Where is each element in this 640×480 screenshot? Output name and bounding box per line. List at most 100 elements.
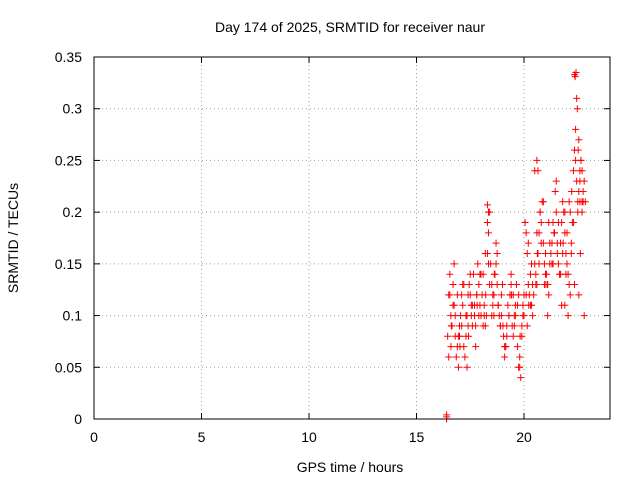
data-point	[573, 94, 581, 102]
data-point	[516, 363, 524, 371]
data-point	[456, 343, 464, 351]
data-point	[549, 260, 557, 268]
y-axis: 0 0.05 0.1 0.15 0.2 0.25 0.3 0.35	[55, 49, 610, 427]
data-point	[458, 322, 466, 330]
data-point	[483, 218, 491, 226]
data-point	[575, 136, 583, 144]
data-point	[511, 312, 519, 320]
x-tick-label: 15	[409, 429, 425, 445]
data-points	[443, 69, 589, 423]
x-axis-title: GPS time / hours	[297, 459, 404, 475]
data-point	[479, 322, 487, 330]
data-point	[542, 281, 550, 289]
data-point	[516, 353, 524, 361]
plot-frame	[93, 56, 611, 420]
data-point	[508, 291, 516, 299]
data-point	[463, 363, 471, 371]
y-tick-label: 0.3	[63, 101, 83, 117]
data-point	[563, 260, 571, 268]
data-point	[473, 301, 481, 309]
data-point	[459, 281, 467, 289]
data-point	[472, 343, 480, 351]
data-point	[452, 353, 460, 361]
data-point	[571, 73, 579, 81]
data-point	[483, 201, 491, 209]
y-tick-label: 0.05	[55, 359, 82, 375]
data-point	[578, 167, 586, 175]
data-point	[566, 208, 574, 216]
x-tick-label: 10	[301, 429, 317, 445]
data-point	[523, 250, 531, 258]
data-point	[567, 239, 575, 247]
data-point	[580, 312, 588, 320]
data-point	[522, 229, 530, 237]
data-point	[474, 260, 482, 268]
y-tick-label: 0.35	[55, 49, 82, 65]
data-point	[572, 125, 580, 133]
data-point	[489, 301, 497, 309]
y-tick-label: 0.15	[55, 256, 82, 272]
data-point	[572, 69, 580, 77]
data-point	[492, 260, 500, 268]
data-point	[573, 105, 581, 113]
data-point	[493, 250, 501, 258]
data-point	[522, 291, 530, 299]
data-point	[468, 322, 476, 330]
data-point	[559, 239, 567, 247]
data-point	[554, 218, 562, 226]
data-point	[503, 332, 511, 340]
data-point	[505, 312, 513, 320]
data-point	[488, 312, 496, 320]
data-point	[581, 198, 589, 206]
data-point	[544, 312, 552, 320]
data-point	[502, 343, 510, 351]
data-point	[533, 156, 541, 164]
data-point	[536, 208, 544, 216]
data-point	[507, 281, 515, 289]
x-tick-label: 0	[90, 429, 98, 445]
data-point	[565, 198, 573, 206]
data-point	[485, 260, 493, 268]
data-point	[459, 301, 467, 309]
data-point	[454, 363, 462, 371]
data-point	[568, 187, 576, 195]
data-point	[517, 374, 525, 382]
data-point	[507, 270, 515, 278]
data-point	[481, 250, 489, 258]
data-point	[519, 312, 527, 320]
data-point	[446, 270, 454, 278]
data-point	[444, 332, 452, 340]
data-point	[559, 198, 567, 206]
data-point	[514, 301, 522, 309]
data-point	[576, 177, 584, 185]
data-point	[446, 291, 454, 299]
data-point	[486, 281, 494, 289]
data-point	[449, 301, 457, 309]
data-point	[485, 208, 493, 216]
data-point	[443, 411, 451, 419]
data-point	[563, 229, 571, 237]
data-point	[534, 167, 542, 175]
data-point	[497, 291, 505, 299]
data-point	[461, 353, 469, 361]
data-point	[528, 260, 536, 268]
x-tick-label: 5	[198, 429, 206, 445]
data-point	[476, 270, 484, 278]
y-tick-label: 0.1	[63, 308, 83, 324]
data-point	[475, 281, 483, 289]
data-point	[546, 239, 554, 247]
data-point	[464, 291, 472, 299]
data-point	[514, 343, 522, 351]
data-point	[579, 187, 587, 195]
data-point	[516, 332, 524, 340]
data-point	[523, 322, 531, 330]
data-point	[499, 322, 507, 330]
data-point	[462, 312, 470, 320]
data-point	[473, 291, 481, 299]
y-tick-label: 0.25	[55, 152, 82, 168]
data-point	[552, 177, 560, 185]
data-point	[545, 218, 553, 226]
data-point	[515, 291, 523, 299]
